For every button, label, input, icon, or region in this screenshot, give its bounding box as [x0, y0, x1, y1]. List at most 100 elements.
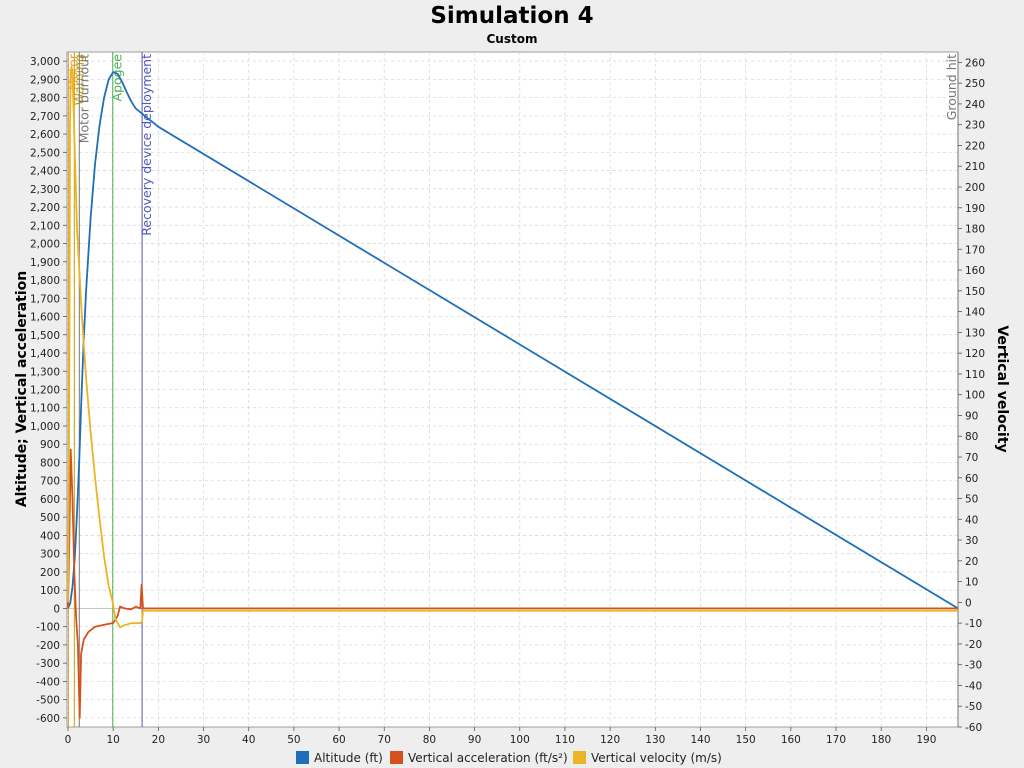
y-right-tick-label: -20: [965, 639, 982, 651]
y-right-tick-label: 80: [965, 431, 978, 443]
series-line: [67, 71, 959, 610]
x-tick-label: 120: [600, 734, 620, 746]
x-tick-label: 110: [555, 734, 575, 746]
y-right-tick-label: -10: [965, 618, 982, 630]
legend-label: Altitude (ft): [314, 751, 383, 765]
y-right-tick-label: 180: [965, 224, 985, 236]
x-tick-label: 170: [826, 734, 846, 746]
y-right-tick-label: 140: [965, 307, 985, 319]
y-right-tick-label: -60: [965, 722, 982, 734]
legend-swatch: [390, 751, 403, 764]
x-tick-label: 50: [287, 734, 300, 746]
y-right-tick-label: 30: [965, 535, 978, 547]
y-right-tick-label: 20: [965, 556, 978, 568]
legend-swatch: [573, 751, 586, 764]
y-right-tick-label: 200: [965, 182, 985, 194]
y-left-tick-label: 2,600: [30, 129, 60, 141]
y-right-axis-label: Vertical velocity: [994, 325, 1010, 452]
y-left-tick-label: 100: [40, 585, 60, 597]
y-left-tick-label: 400: [40, 530, 60, 542]
y-right-tick-label: 70: [965, 452, 978, 464]
x-tick-label: 160: [781, 734, 801, 746]
y-right-tick-label: 190: [965, 203, 985, 215]
y-left-tick-label: 700: [40, 476, 60, 488]
y-right-tick-label: 10: [965, 577, 978, 589]
y-right-tick-label: 0: [965, 597, 972, 609]
y-left-tick-label: 1,100: [30, 403, 60, 415]
x-tick-label: 90: [468, 734, 481, 746]
y-right-tick-label: 120: [965, 348, 985, 360]
legend: Altitude (ft) Vertical acceleration (ft/s…: [296, 751, 722, 765]
y-right-tick-label: 60: [965, 473, 978, 485]
y-left-tick-label: 1,300: [30, 366, 60, 378]
y-left-tick-label: 2,100: [30, 220, 60, 232]
y-right-tick-label: 100: [965, 390, 985, 402]
chart-title: Simulation 4: [430, 3, 593, 29]
x-tick-label: 60: [332, 734, 345, 746]
series-line: [67, 65, 958, 629]
y-right-tick-label: -40: [965, 680, 982, 692]
y-left-tick-label: 1,000: [30, 421, 60, 433]
x-tick-label: 10: [106, 734, 119, 746]
x-tick-label: 150: [736, 734, 756, 746]
y-left-tick-label: 200: [40, 567, 60, 579]
y-right-tick-label: 150: [965, 286, 985, 298]
y-left-tick-label: 2,900: [30, 74, 60, 86]
x-tick-label: 0: [65, 734, 72, 746]
y-right-tick-label: 250: [965, 78, 985, 90]
y-left-tick-label: 3,000: [30, 56, 60, 68]
y-left-tick-label: 2,400: [30, 166, 60, 178]
x-tick-label: 20: [152, 734, 165, 746]
event-label: Recovery device deployment: [139, 54, 154, 236]
series-line: [67, 448, 958, 719]
y-left-tick-label: 0: [53, 603, 60, 615]
y-left-tick-label: 1,400: [30, 348, 60, 360]
event-label: Ground hit: [944, 54, 959, 120]
y-left-tick-label: 500: [40, 512, 60, 524]
x-tick-label: 130: [645, 734, 665, 746]
y-right-tick-label: 230: [965, 120, 985, 132]
chart-subtitle: Custom: [487, 32, 538, 46]
y-left-tick-label: 2,700: [30, 111, 60, 123]
x-tick-label: 180: [871, 734, 891, 746]
event-label: Motor burnout: [76, 54, 91, 143]
y-left-tick-label: -300: [36, 658, 60, 670]
y-right-tick-label: 130: [965, 327, 985, 339]
y-left-tick-label: 300: [40, 549, 60, 561]
x-tick-label: 70: [378, 734, 391, 746]
y-left-tick-label: 1,700: [30, 293, 60, 305]
data-series: [67, 65, 959, 719]
y-right-tick-label: -30: [965, 660, 982, 672]
y-left-tick-label: 2,300: [30, 184, 60, 196]
y-right-tick-label: 40: [965, 514, 978, 526]
y-right-tick-label: 110: [965, 369, 985, 381]
y-left-tick-label: -500: [36, 695, 60, 707]
y-left-tick-label: 2,200: [30, 202, 60, 214]
y-left-tick-label: 2,500: [30, 147, 60, 159]
y-right-tick-label: 260: [965, 57, 985, 69]
y-right-tick-label: 240: [965, 99, 985, 111]
event-label: Apogee: [110, 54, 125, 102]
y-left-tick-label: -600: [36, 713, 60, 725]
y-right-tick-label: 170: [965, 244, 985, 256]
x-tick-label: 190: [916, 734, 936, 746]
legend-swatch: [296, 751, 309, 764]
y-right-tick-label: 90: [965, 410, 978, 422]
y-right-tick-label: 160: [965, 265, 985, 277]
y-left-axis-label: Altitude; Vertical acceleration: [14, 271, 30, 507]
legend-label: Vertical velocity (m/s): [591, 751, 722, 765]
y-left-tick-label: 1,800: [30, 275, 60, 287]
x-tick-label: 100: [510, 734, 530, 746]
y-left-tick-label: 800: [40, 457, 60, 469]
y-left-tick-label: 1,900: [30, 257, 60, 269]
y-left-tick-label: -200: [36, 640, 60, 652]
x-tick-label: 40: [242, 734, 255, 746]
y-left-tick-label: 2,800: [30, 93, 60, 105]
x-tick-label: 30: [197, 734, 210, 746]
x-tick-label: 140: [690, 734, 710, 746]
y-left-tick-label: 1,200: [30, 385, 60, 397]
x-axis-ticks: 0 10 20 30 40 50 60 70 80 90 100 110 120 130 140 150 160…: [65, 727, 936, 746]
y-left-tick-label: 1,500: [30, 330, 60, 342]
y-left-tick-label: 600: [40, 494, 60, 506]
